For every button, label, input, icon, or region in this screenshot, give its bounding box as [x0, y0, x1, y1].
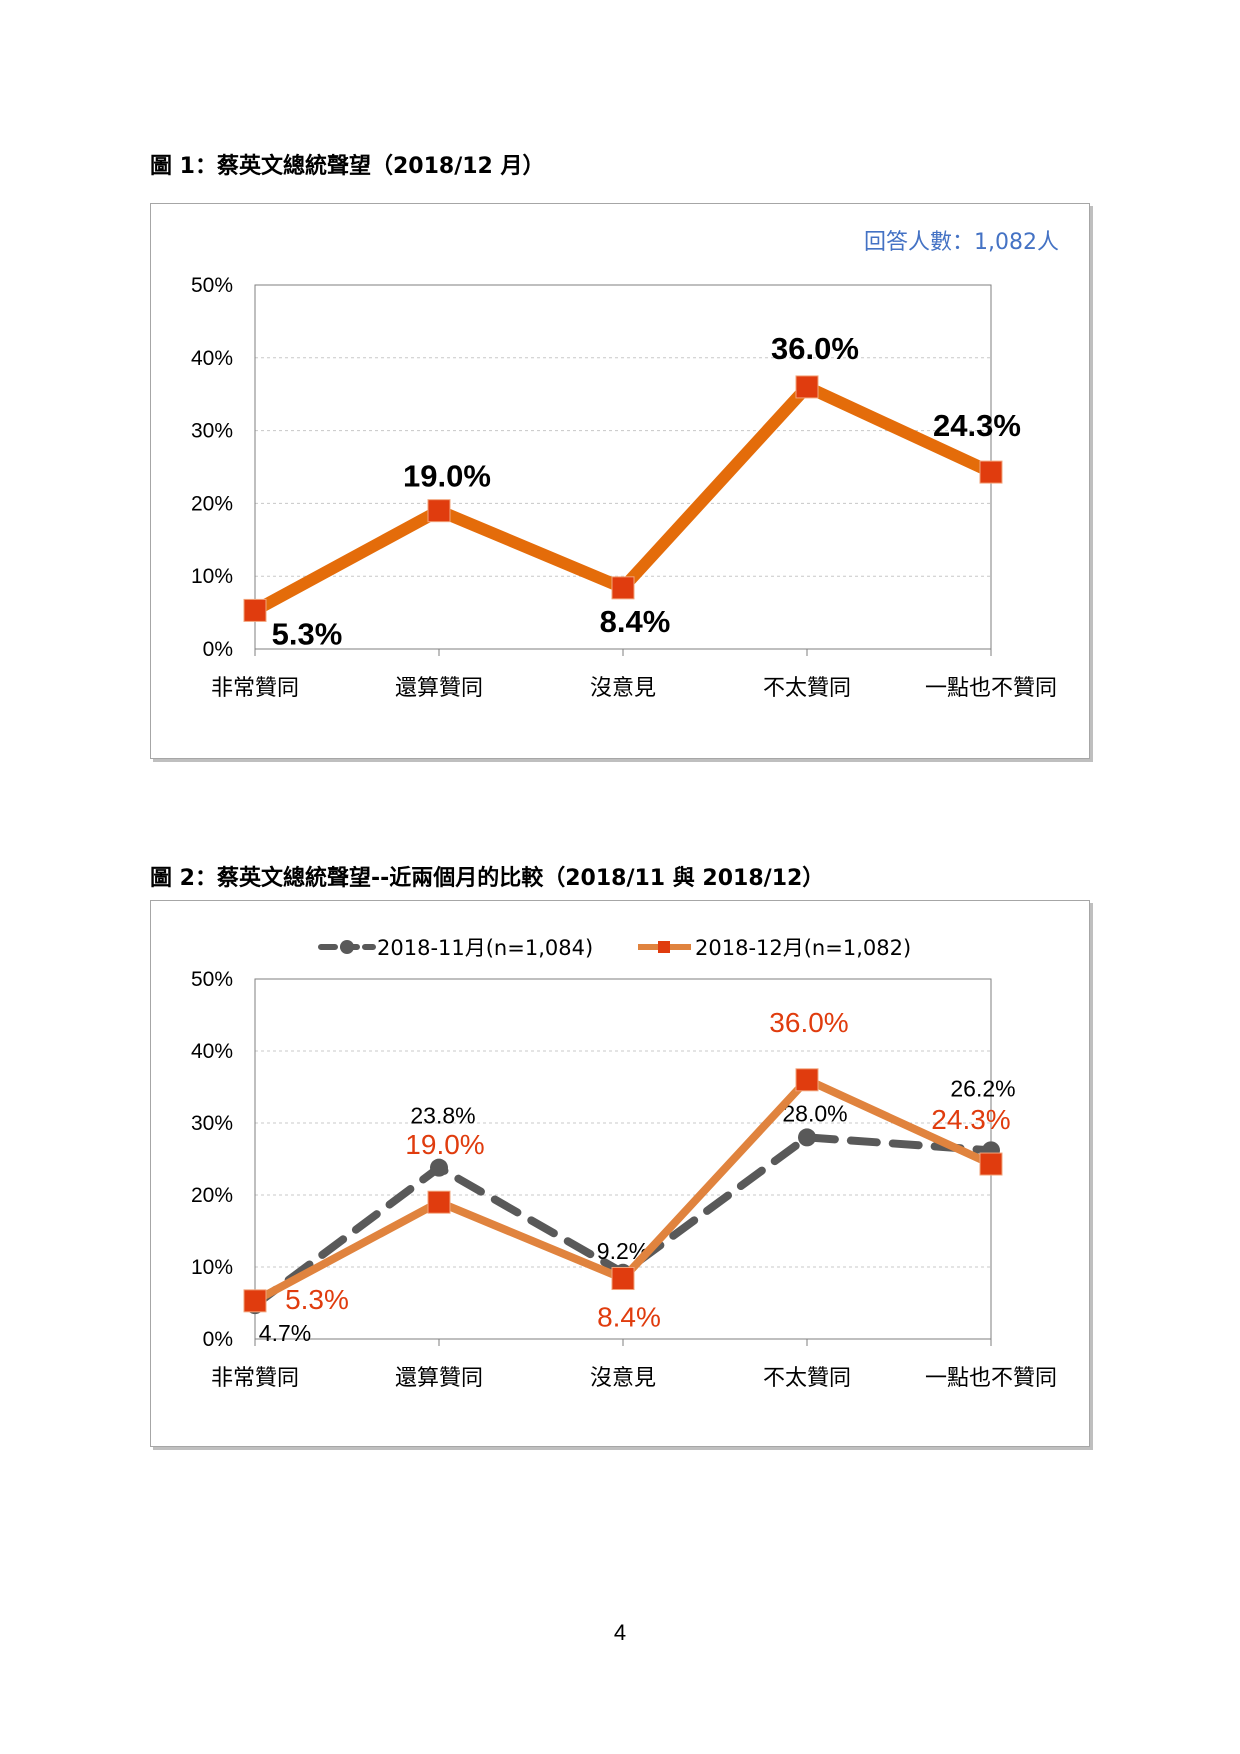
data-point: [979, 460, 1003, 484]
x-tick-label: 還算贊同: [395, 1366, 483, 1391]
x-tick-label: 不太贊同: [763, 676, 851, 701]
data-point: [430, 1158, 448, 1177]
data-label: 4.7%: [259, 1320, 311, 1346]
y-tick-label: 50%: [191, 274, 233, 297]
data-point: [611, 576, 635, 600]
x-tick-label: 非常贊同: [211, 676, 299, 701]
data-point: [243, 598, 267, 622]
x-tick-label: 沒意見: [590, 1366, 656, 1391]
data-label: 8.4%: [597, 1302, 661, 1333]
y-tick-label: 10%: [191, 565, 233, 588]
data-label: 5.3%: [272, 616, 343, 651]
y-tick-label: 20%: [191, 1184, 233, 1207]
data-label: 36.0%: [769, 1007, 848, 1038]
data-point: [611, 1267, 635, 1291]
legend-marker-nov: [340, 940, 354, 954]
figure-1-chart: 回答人數：1,082人 0% 10% 20% 30% 40% 50% 非常贊同 還算贊同 沒意見 不…: [191, 230, 1059, 701]
legend-label-nov: 2018-11月(n=1,084): [377, 936, 593, 960]
y-tick-label: 30%: [191, 420, 233, 443]
y-tick-label: 10%: [191, 1256, 233, 1279]
data-label: 8.4%: [600, 604, 671, 639]
x-tick-label: 不太贊同: [763, 1366, 851, 1391]
data-point: [798, 1128, 816, 1147]
respondents-note: 回答人數：1,082人: [864, 230, 1059, 255]
data-label: 24.3%: [933, 408, 1021, 443]
x-tick-label: 沒意見: [590, 676, 656, 701]
y-tick-label: 20%: [191, 492, 233, 515]
y-tick-label: 30%: [191, 1112, 233, 1135]
page-number: 4: [613, 1620, 627, 1645]
y-tick-label: 0%: [203, 1328, 233, 1351]
data-label: 26.2%: [950, 1075, 1015, 1101]
data-label: 5.3%: [285, 1284, 349, 1315]
data-point: [979, 1152, 1003, 1176]
data-label: 24.3%: [931, 1104, 1010, 1135]
x-tick-label: 還算贊同: [395, 676, 483, 701]
figure-1-chart-frame: 回答人數：1,082人 0% 10% 20% 30% 40% 50% 非常贊同 還算贊同 沒意見 不…: [150, 203, 1090, 759]
y-tick-label: 50%: [191, 968, 233, 991]
data-label: 36.0%: [771, 331, 859, 366]
data-point: [243, 1289, 267, 1313]
data-point: [427, 499, 451, 523]
legend-label-dec: 2018-12月(n=1,082): [695, 936, 911, 960]
y-tick-label: 40%: [191, 347, 233, 370]
x-tick-label: 一點也不贊同: [925, 1366, 1057, 1391]
legend: 2018-11月(n=1,084) 2018-12月(n=1,082): [318, 936, 911, 960]
data-label: 19.0%: [403, 459, 491, 494]
data-point: [427, 1190, 451, 1214]
data-label: 23.8%: [410, 1103, 475, 1129]
figure-2-caption: 圖 2：蔡英文總統聲望--近兩個月的比較（2018/11 與 2018/12）: [150, 866, 825, 891]
data-point: [795, 375, 819, 399]
x-tick-label: 非常贊同: [211, 1366, 299, 1391]
y-tick-label: 0%: [203, 638, 233, 661]
legend-marker-dec: [658, 941, 670, 953]
figure-2-chart-frame: 2018-11月(n=1,084) 2018-12月(n=1,082) 0% 10% 2…: [150, 900, 1090, 1447]
y-tick-label: 40%: [191, 1040, 233, 1063]
figure-2-chart: 2018-11月(n=1,084) 2018-12月(n=1,082) 0% 10% 2…: [191, 936, 1057, 1391]
data-label: 28.0%: [782, 1100, 847, 1126]
figure-1-caption: 圖 1：蔡英文總統聲望（2018/12 月）: [150, 154, 545, 179]
x-tick-label: 一點也不贊同: [925, 676, 1057, 701]
data-point: [795, 1068, 819, 1092]
data-label: 19.0%: [405, 1129, 484, 1160]
